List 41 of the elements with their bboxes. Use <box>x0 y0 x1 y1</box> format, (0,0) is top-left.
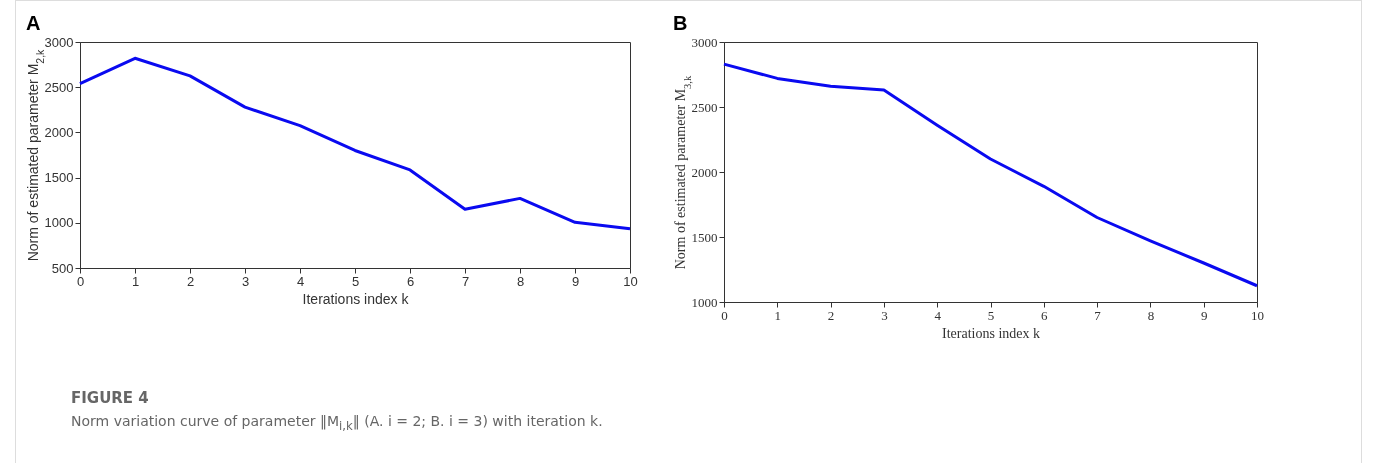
x-tick-label: 6 <box>406 273 415 289</box>
y-tick-label: 3000 <box>691 34 718 50</box>
x-tick-label: 1 <box>774 307 782 323</box>
y-tick-label: 2500 <box>44 79 74 95</box>
x-tick-label: 9 <box>571 273 580 289</box>
x-tick-label: 0 <box>76 273 85 289</box>
x-tick-label: 7 <box>461 273 470 289</box>
text: Norm variation curve of parameter ‖M$_{i,k}$‖ (A. i = 2; B. i = 3) with iteration k. <box>71 413 603 433</box>
x-tick-label: 5 <box>987 307 995 323</box>
chart-title: A <box>26 12 41 34</box>
x-tick-label: 8 <box>1147 307 1155 323</box>
y-tick-label: 2000 <box>44 124 74 140</box>
x-tick-label: 5 <box>351 273 360 289</box>
y-tick-label: 1500 <box>691 229 718 245</box>
x-axis-title: Iterations index k <box>302 290 410 307</box>
caption: FIGURE 4 <box>71 389 150 407</box>
x-tick-label: 10 <box>623 273 638 289</box>
x-tick-label: 7 <box>1094 307 1102 323</box>
y-tick-label: 500 <box>51 260 74 276</box>
x-tick-label: 4 <box>934 307 942 323</box>
x-tick-label: 4 <box>296 273 305 289</box>
y-tick-label: 1500 <box>44 170 74 186</box>
line-series <box>78 56 632 231</box>
y-tick-label: 1000 <box>691 294 718 310</box>
x-tick-label: 2 <box>827 307 835 323</box>
x-tick-label: 3 <box>881 307 888 323</box>
x-tick-label: 0 <box>721 307 728 323</box>
x-tick-label: 3 <box>241 273 250 289</box>
chart-title: B <box>673 12 688 34</box>
y-tick-label: 1000 <box>44 215 74 231</box>
x-tick-label: 2 <box>186 273 195 289</box>
x-axis-title: Iterations index k <box>942 325 1040 341</box>
y-tick-label: 2500 <box>691 99 718 115</box>
x-tick-label: 6 <box>1041 307 1049 323</box>
x-tick-label: 8 <box>516 273 525 289</box>
y-tick-label: 3000 <box>44 34 74 50</box>
x-tick-label: 10 <box>1251 307 1264 323</box>
x-tick-label: 1 <box>131 273 140 289</box>
x-tick-label: 9 <box>1200 307 1208 323</box>
y-tick-label: 2000 <box>691 164 718 180</box>
line-series <box>722 62 1259 288</box>
